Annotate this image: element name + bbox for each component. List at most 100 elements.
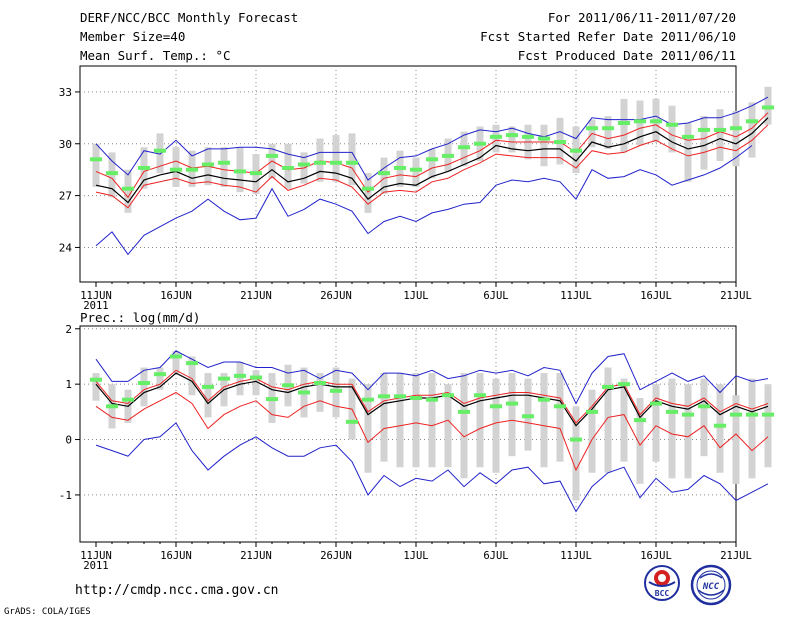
temp-spread-box — [684, 123, 692, 182]
precip-spread-box — [540, 373, 548, 468]
precip-y-tick-label: 1 — [65, 378, 72, 391]
precip-spread-box — [156, 367, 164, 390]
temp-y-tick-label: 30 — [59, 138, 72, 151]
precip-spread-box — [460, 373, 468, 479]
precip-spread-box — [380, 373, 388, 462]
precip-spread-box — [92, 373, 100, 401]
temp-x-year-label: 2011 — [83, 300, 108, 312]
temp-median-mark — [154, 148, 166, 153]
precip-median-mark — [586, 409, 598, 414]
member-size-label: Member Size=40 — [80, 29, 185, 44]
precip-median-mark — [570, 437, 582, 442]
temp-spread-box — [92, 143, 100, 187]
temp-median-mark — [298, 162, 310, 167]
precip-spread-box — [652, 384, 660, 462]
precip-x-year-label: 2011 — [83, 560, 108, 572]
temp-spread-box — [668, 105, 676, 153]
temp-spread-box — [428, 148, 436, 179]
precip-spread-box — [492, 378, 500, 473]
precip-median-mark — [138, 381, 150, 386]
precip-x-tick-label: 11JUL — [560, 550, 592, 562]
temp-ensemble-mean-line — [95, 117, 769, 204]
precip-median-mark — [378, 394, 390, 399]
temp-median-mark — [234, 169, 246, 174]
precip-x-tick-label: 16JUL — [640, 550, 672, 562]
temp-x-tick-label: 11JUN — [80, 290, 112, 302]
temp-x-tick-label: 6JUL — [483, 290, 508, 302]
precip-median-mark — [426, 397, 438, 402]
precip-spread-box — [428, 373, 436, 468]
precip-median-mark — [250, 375, 262, 380]
temp-spread-box — [412, 157, 420, 187]
temp-y-tick-label: 27 — [59, 190, 72, 203]
temp-median-mark — [602, 126, 614, 131]
precip-x-tick-label: 21JUN — [240, 550, 272, 562]
precip-median-mark — [682, 412, 694, 417]
precip-y-tick-label: 0 — [65, 434, 72, 447]
precip-x-tick-label: 6JUL — [483, 550, 508, 562]
precip-median-mark — [394, 394, 406, 399]
precip-x-tick-label: 1JUL — [403, 550, 428, 562]
temp-median-mark — [202, 162, 214, 167]
temp-median-mark — [634, 119, 646, 124]
temp-spread-box — [700, 116, 708, 170]
precip-median-mark — [298, 390, 310, 395]
precip-x-tick-label: 26JUN — [320, 550, 352, 562]
precip-x-tick-label: 21JUL — [720, 550, 752, 562]
precip-x-tick-label: 16JUN — [160, 550, 192, 562]
temp-spread-box — [332, 135, 340, 182]
precip-spread-box — [508, 373, 516, 457]
precip-y-tick-label: 2 — [65, 323, 72, 336]
precip-median-mark — [458, 409, 470, 414]
precip-spread-box — [588, 389, 596, 473]
precip-spread-box — [476, 373, 484, 468]
precip-median-mark — [234, 373, 246, 378]
temp-median-mark — [346, 160, 358, 165]
temp-spread-box — [172, 147, 180, 187]
precip-median-mark — [314, 381, 326, 386]
temp-x-tick-label: 26JUN — [320, 290, 352, 302]
precip-spread-box — [700, 378, 708, 457]
precip-y-tick-label: -1 — [59, 489, 72, 502]
precip-spread-box — [716, 384, 724, 473]
temp-x-tick-label: 16JUL — [640, 290, 672, 302]
temp-spread-box — [220, 147, 228, 187]
precip-spread-box — [204, 373, 212, 418]
temp-x-tick-label: 21JUL — [720, 290, 752, 302]
temp-median-mark — [218, 160, 230, 165]
temp-median-mark — [394, 165, 406, 170]
temp-median-mark — [266, 153, 278, 158]
precip-spread-box — [684, 384, 692, 479]
precip-spread-box — [236, 362, 244, 396]
temp-median-mark — [90, 157, 102, 162]
precip-median-mark — [602, 384, 614, 389]
precip-median-mark — [730, 412, 742, 417]
temp-spread-box — [508, 126, 516, 153]
temp-y-tick-label: 33 — [59, 86, 72, 99]
temp-envelope-high-line — [95, 96, 769, 181]
precipitation-panel: 11JUN 16JUN 21JUN 26JUN 1JUL 6JUL 11JUL 16JUL 21… — [59, 323, 774, 572]
precip-median-mark — [122, 397, 134, 402]
precip-median-mark — [474, 393, 486, 398]
precip-spread-box — [252, 370, 260, 396]
grads-credit: GrADS: COLA/IGES — [4, 607, 91, 617]
precip-median-mark — [362, 397, 374, 402]
temp-median-mark — [122, 186, 134, 191]
temp-median-mark — [330, 160, 342, 165]
temp-median-mark — [410, 167, 422, 172]
temp-x-tick-label: 16JUN — [160, 290, 192, 302]
temp-median-mark — [666, 122, 678, 127]
temp-spread-box — [364, 173, 372, 213]
temp-median-mark — [554, 140, 566, 145]
precip-median-mark — [442, 393, 454, 398]
temp-median-mark — [186, 167, 198, 172]
precip-spread-box — [556, 373, 564, 462]
temp-spread-box — [316, 138, 324, 182]
precip-spread-box — [140, 367, 148, 407]
precip-median-mark — [346, 419, 358, 424]
precip-mean-plus-sd-line — [95, 369, 769, 424]
precip-spread-box — [636, 398, 644, 484]
precip-median-mark — [266, 397, 278, 402]
